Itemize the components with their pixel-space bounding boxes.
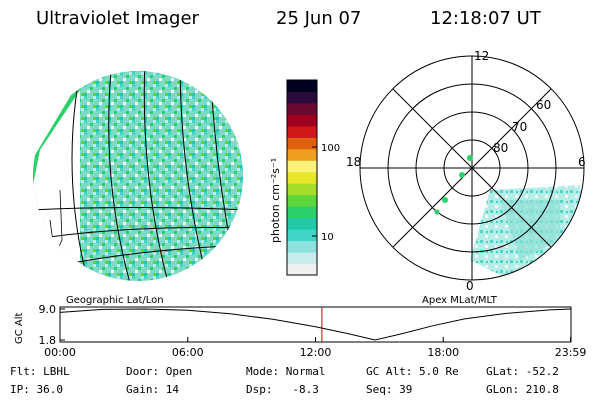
- apex-image: [359, 55, 585, 281]
- colorbar-segment: [287, 263, 317, 276]
- status-seq: Seq: 39: [366, 383, 412, 396]
- colorbar-segment: [287, 91, 317, 104]
- colorbar-tick-label: 10: [321, 232, 334, 243]
- status-glon: GLon: 210.8: [486, 383, 559, 396]
- colorbar-segment: [287, 102, 317, 115]
- status-filter: Flt: LBHL: [10, 365, 70, 378]
- colorbar-segment: [287, 80, 317, 92]
- altitude-xtick-label: 23:59: [555, 346, 587, 359]
- status-gc-alt: GC Alt: 5.0 Re: [366, 365, 459, 378]
- lat-label-80: 80: [493, 141, 508, 155]
- altitude-curve: [59, 308, 571, 341]
- colorbar-segment: [287, 183, 317, 196]
- status-dsp: Dsp: -8.3: [246, 383, 319, 396]
- altitude-xtick-label: 18:00: [427, 346, 459, 359]
- geo-image: [33, 71, 243, 281]
- colorbar-segment: [287, 137, 317, 150]
- colorbar-segment: [287, 148, 317, 161]
- status-ip: IP: 36.0: [10, 383, 63, 396]
- colorbar-segment: [287, 171, 317, 184]
- status-mode: Mode: Normal: [246, 365, 325, 378]
- colorbar-segment: [287, 252, 317, 265]
- auroral-edge: [33, 80, 80, 200]
- altitude-ytick-label: 1.8: [39, 334, 57, 347]
- colorbar-segment: [287, 240, 317, 253]
- colorbar-tick-label: 100: [321, 143, 340, 154]
- mlt-label-6: 6: [578, 155, 586, 169]
- apex-label: Apex MLat/MLT: [422, 295, 498, 306]
- instrument-title: Ultraviolet Imager: [36, 8, 200, 29]
- colorbar: 100 10: [286, 79, 340, 276]
- colorbar-segment: [287, 206, 317, 219]
- date-label: 25 Jun 07: [276, 8, 361, 29]
- mlt-label-18: 18: [346, 155, 361, 169]
- altitude-xtick-label: 06:00: [172, 346, 204, 359]
- altitude-xtick-label: 00:00: [44, 346, 76, 359]
- geo-label: Geographic Lat/Lon: [66, 295, 164, 306]
- altitude-ylabel: GC Alt: [14, 312, 25, 344]
- status-door: Door: Open: [126, 365, 192, 378]
- mlt-label-0: 0: [466, 279, 474, 293]
- altitude-plot-frame: [59, 306, 572, 343]
- altitude-ytick-label: 9.0: [39, 303, 57, 316]
- status-gain: Gain: 14: [126, 383, 179, 396]
- lat-label-70: 70: [512, 120, 527, 134]
- colorbar-segment: [287, 229, 317, 242]
- colorbar-segment: [287, 217, 317, 230]
- lat-label-60: 60: [536, 98, 551, 112]
- colorbar-unit-label: photon cm⁻²s⁻¹: [269, 158, 282, 243]
- altitude-plot: 9.0 1.8 00:00 06:00 12:00 18:00 23:59: [39, 303, 587, 359]
- time-label: 12:18:07 UT: [430, 8, 542, 29]
- colorbar-segment: [287, 160, 317, 173]
- colorbar-segment: [287, 114, 317, 127]
- status-block: Flt: LBHL Door: Open Mode: Normal GC Alt…: [10, 365, 559, 396]
- status-glat: GLat: -52.2: [486, 365, 559, 378]
- altitude-xtick-label: 12:00: [300, 346, 332, 359]
- colorbar-segment: [287, 194, 317, 207]
- colorbar-segment: [287, 125, 317, 138]
- mlt-label-12: 12: [474, 49, 489, 63]
